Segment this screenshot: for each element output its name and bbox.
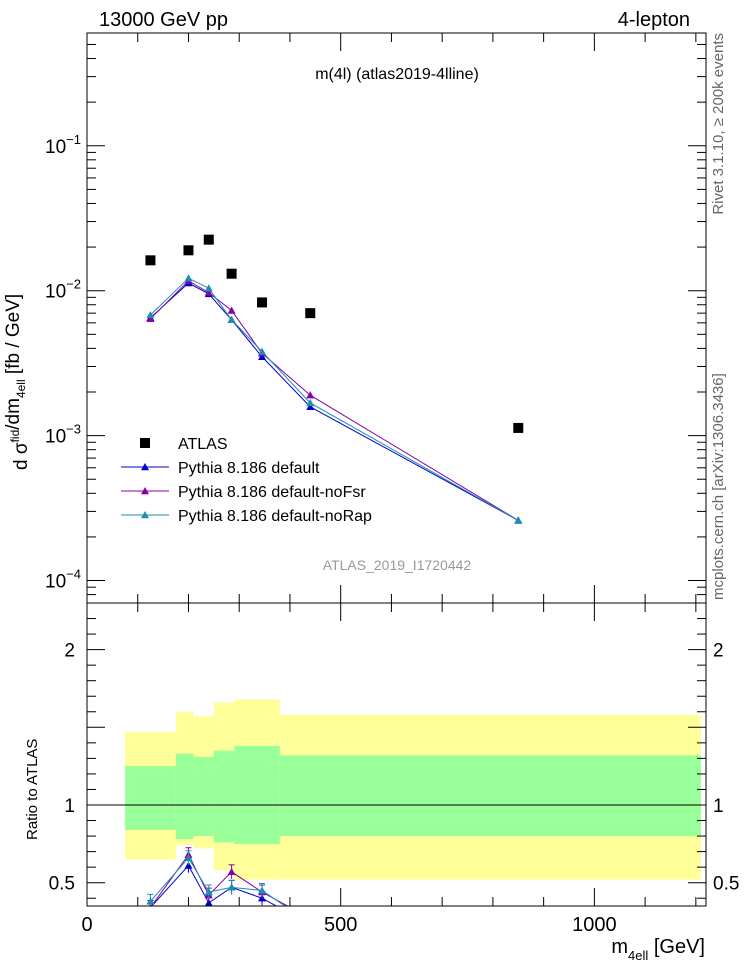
ratio-point <box>514 921 522 928</box>
mc-point <box>514 516 523 524</box>
ratio-y-tick-label: 1 <box>64 796 75 817</box>
plot-title: m(4l) (atlas2019-4lline) <box>315 66 479 83</box>
x-axis-label: m4ell [GeV] <box>611 936 705 963</box>
legend-marker-triangle <box>141 487 149 495</box>
mc-point <box>227 306 236 314</box>
mc-point <box>258 347 267 355</box>
y-axis-label: d σfid/dm4ell [fb / GeV] <box>3 294 32 470</box>
ratio-y-tick-label: 0.5 <box>49 874 75 895</box>
legend-label: Pythia 8.186 default <box>178 460 320 477</box>
ratio-point <box>204 898 213 906</box>
ratio-point <box>514 921 522 928</box>
atlas-data-point <box>257 297 268 308</box>
legend-entry: Pythia 8.186 default-noFsr <box>121 484 366 501</box>
ratio-frame <box>86 602 707 907</box>
y-tick-label: 10−4 <box>45 567 81 593</box>
mc-point <box>184 274 193 282</box>
legend-marker-triangle <box>141 511 149 519</box>
ratio-point <box>306 914 314 921</box>
legend-marker-square <box>140 438 150 448</box>
y-tick-label: 10−1 <box>45 132 81 158</box>
green-band-bin <box>193 756 214 837</box>
atlas-data-point <box>145 255 156 266</box>
side-text-rivet: Rivet 3.1.10, ≥ 200k events <box>710 33 727 215</box>
header-left: 13000 GeV pp <box>99 9 228 31</box>
ratio-point <box>306 919 314 926</box>
green-band-bin <box>279 755 701 837</box>
ratio-point <box>146 897 155 905</box>
legend-label: Pythia 8.186 default-noFsr <box>178 484 366 501</box>
mc-point <box>306 402 315 411</box>
atlas-data <box>145 234 524 433</box>
ratio-bands <box>87 699 706 880</box>
legend-marker-triangle <box>141 463 149 471</box>
mc-point <box>306 398 315 407</box>
legend-entry: Pythia 8.186 default <box>121 460 320 477</box>
axes: 0 500 1000 10−4 10−3 10−2 10−1 0.5 0.5 1 1 2 2 <box>45 32 739 936</box>
ratio-point <box>258 886 267 894</box>
x-tick-label: 1000 <box>572 914 617 936</box>
ratio-series <box>146 850 522 928</box>
mc-point <box>146 310 155 319</box>
green-band-bin <box>175 753 194 840</box>
main-panel <box>145 234 524 524</box>
mc-series <box>146 274 523 524</box>
legend-entry: ATLAS <box>140 436 228 453</box>
ratio-y-tick-label: 2 <box>64 641 75 662</box>
mc-point <box>204 284 213 292</box>
ratio-y-tick-label-right: 2 <box>713 641 724 662</box>
ratio-point <box>227 883 236 891</box>
ratio-panel <box>87 699 706 928</box>
mc-point <box>204 288 213 296</box>
x-tick-label: 500 <box>324 914 357 936</box>
watermark: ATLAS_2019_I1720442 <box>323 557 472 573</box>
legend-entry: Pythia 8.186 default-noRap <box>121 508 372 525</box>
y-tick-label: 10−2 <box>45 277 81 303</box>
ratio-y-axis-label: Ratio to ATLAS <box>24 739 41 840</box>
legend-label: Pythia 8.186 default-noRap <box>178 508 372 525</box>
ratio-point <box>204 888 213 896</box>
atlas-data-point <box>203 234 214 245</box>
ratio-point <box>184 861 193 869</box>
green-band-bin <box>213 750 235 843</box>
ratio-y-tick-label-right: 1 <box>713 796 724 817</box>
legend-label: ATLAS <box>178 436 228 453</box>
x-tick-label: 0 <box>81 914 92 936</box>
header-right: 4-lepton <box>618 9 690 31</box>
ratio-y-tick-label-right: 0.5 <box>713 874 739 895</box>
atlas-data-point <box>305 308 316 319</box>
atlas-data-point <box>513 422 524 433</box>
ratio-point <box>514 921 522 928</box>
legend: ATLAS Pythia 8.186 default Pythia 8.186 de… <box>121 436 372 525</box>
ratio-point <box>184 853 193 862</box>
atlas-data-point <box>183 245 194 256</box>
side-text-mcplots: mcplots.cern.ch [arXiv:1306.3436] <box>710 373 727 600</box>
y-tick-label: 10−3 <box>45 422 81 448</box>
green-band-bin <box>234 745 280 844</box>
ratio-point <box>306 921 314 928</box>
mc-point <box>306 391 315 399</box>
mc-point <box>227 315 236 323</box>
ratio-point <box>227 867 236 876</box>
mc-point <box>146 314 155 322</box>
green-band-bin <box>125 766 176 830</box>
atlas-data-point <box>226 268 237 279</box>
